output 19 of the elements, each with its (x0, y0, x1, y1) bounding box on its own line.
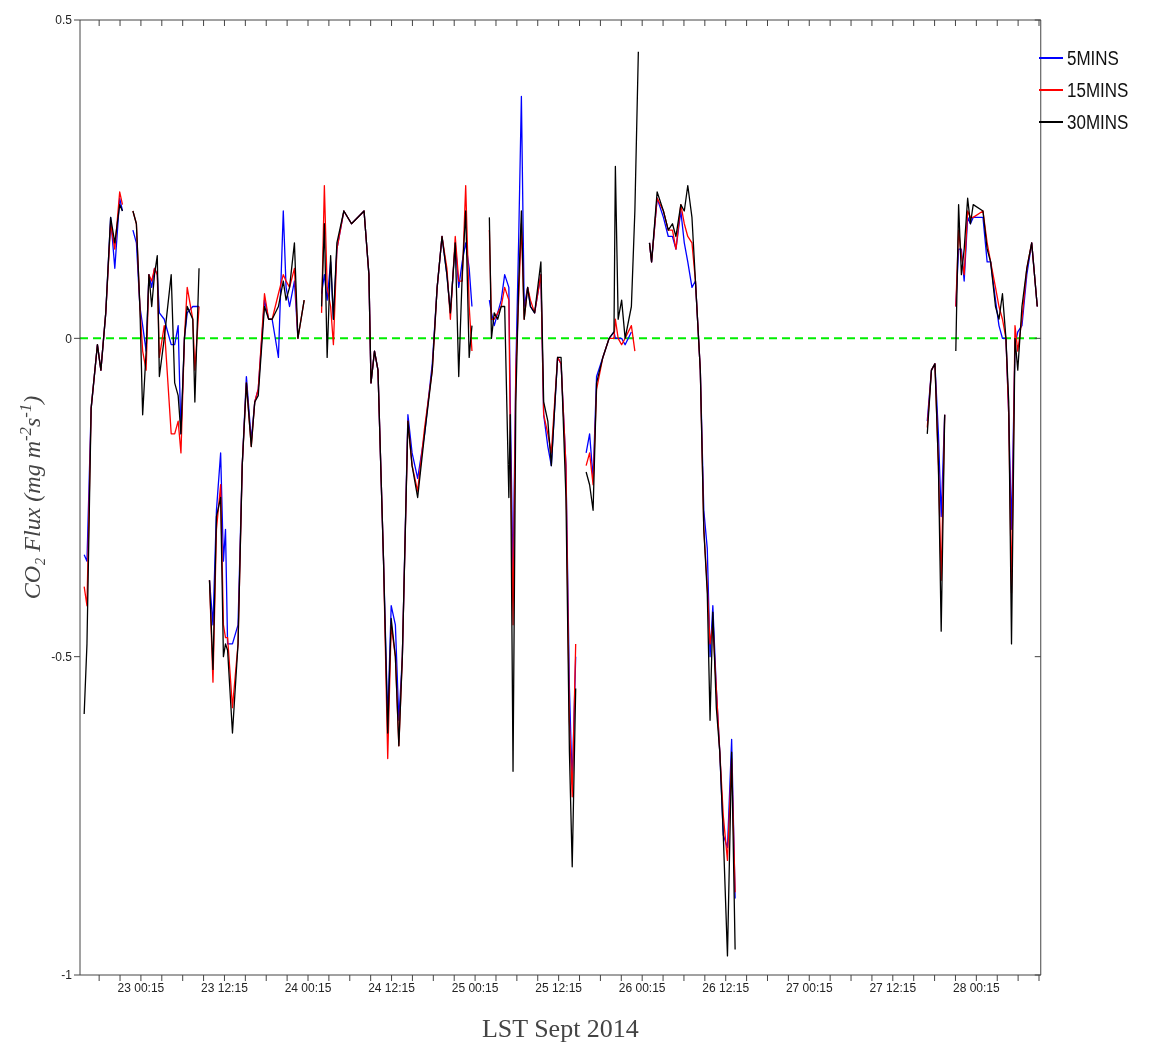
x-tick-label: 23 12:15 (201, 980, 249, 995)
legend-label: 5MINS (1066, 46, 1119, 70)
legend-label: 30MINS (1066, 110, 1129, 134)
y-tick-label: 0 (65, 331, 73, 346)
y-tick-label: -1 (61, 968, 73, 983)
x-tick-label: 23 00:15 (117, 980, 165, 995)
x-tick-label: 27 00:15 (785, 980, 833, 995)
legend-label: 15MINS (1066, 78, 1129, 102)
x-tick-label: 27 12:15 (869, 980, 917, 995)
x-tick-label: 26 12:15 (702, 980, 750, 995)
x-tick-label: 24 12:15 (368, 980, 416, 995)
x-tick-label: 25 00:15 (451, 980, 499, 995)
y-tick-label: -0.5 (51, 649, 73, 664)
x-axis-title: LST Sept 2014 (481, 1014, 639, 1043)
x-tick-label: 24 00:15 (284, 980, 332, 995)
y-tick-label: 0.5 (55, 13, 73, 28)
x-tick-label: 28 00:15 (952, 980, 1001, 995)
x-tick-label: 25 12:15 (535, 980, 583, 995)
x-tick-label: 26 00:15 (618, 980, 666, 995)
